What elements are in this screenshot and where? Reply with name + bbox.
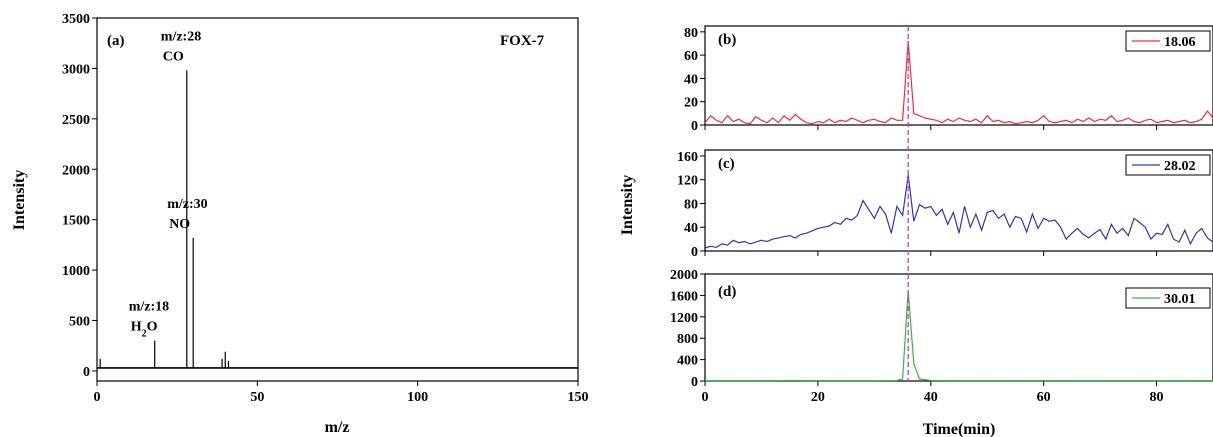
panel-a-ytick-label: 1500 <box>62 214 90 229</box>
panel-d-ytick-label: 1600 <box>670 289 698 304</box>
panel-d-x-ticks: 0 20 40 60 80 <box>702 381 1164 405</box>
panel-a-annotation-mz: m/z:30 <box>167 197 207 212</box>
panel-b-line <box>704 41 1213 125</box>
panel-d-ytick-label: 0 <box>691 375 698 390</box>
panel-d-series <box>704 290 1213 382</box>
panel-d-xtick-label: 60 <box>1037 390 1051 405</box>
panel-a-y-ticks: 0 500 1000 1500 2000 2500 3000 3500 <box>62 12 97 380</box>
panel-d-ytick-label: 1200 <box>670 311 698 326</box>
panel-d-xtick-label: 80 <box>1150 390 1164 405</box>
panel-a-ytick-label: 2000 <box>62 163 90 178</box>
panel-b-ytick-label: 60 <box>684 49 698 64</box>
panel-a-annotation-species: H2O <box>131 320 158 340</box>
panel-c-x-ticks <box>704 251 1158 256</box>
panel-a-annotation-mz: m/z:28 <box>161 29 201 44</box>
panel-a-xtick-label: 150 <box>568 390 589 405</box>
panel-d-legend-text: 30.01 <box>1164 292 1196 307</box>
panel-a-annotation-mz: m/z:18 <box>129 300 169 315</box>
panel-d-ytick-label: 400 <box>677 354 698 369</box>
panel-d-label: (d) <box>718 284 736 300</box>
panel-a-annotation-species: CO <box>163 49 184 64</box>
panel-c-frame <box>704 149 1213 252</box>
panel-d-ytick-label: 2000 <box>670 268 698 283</box>
panel-b-legend: 18.06 <box>1125 30 1211 52</box>
panel-d-x-label: Time(min) <box>923 421 996 437</box>
panel-d-ytick-label: 800 <box>677 332 698 347</box>
panel-b-label: (b) <box>718 32 736 48</box>
panel-c-ytick-label: 80 <box>684 197 698 212</box>
panel-a-x-label: m/z <box>325 419 350 436</box>
panel-a: 0 500 1000 1500 2000 2500 3000 3500 0 50 100 150 (… <box>11 12 589 436</box>
panel-a-xtick-label: 0 <box>94 390 101 405</box>
panel-b-y-ticks: 0 20 40 60 80 <box>684 26 705 134</box>
right-y-label: Intensity <box>619 175 636 235</box>
panel-a-xtick-label: 100 <box>407 390 428 405</box>
panel-a-annotations: m/z:18 H2O m/z:28 CO m/z:30 NO <box>129 29 208 339</box>
panel-c-legend: 28.02 <box>1125 154 1211 176</box>
panel-c-ytick-label: 120 <box>677 174 698 189</box>
panel-a-frame <box>96 17 579 382</box>
panel-d-xtick-label: 20 <box>811 390 825 405</box>
panel-d-xtick-label: 40 <box>924 390 938 405</box>
panel-c-ytick-label: 160 <box>677 150 698 165</box>
panel-d-xtick-label: 0 <box>702 390 709 405</box>
panel-a-xtick-label: 50 <box>250 390 264 405</box>
panel-d-legend: 30.01 <box>1125 287 1211 309</box>
panel-b: 0 20 40 60 80 (b) 18.06 <box>684 25 1213 134</box>
panel-c-line <box>704 174 1213 249</box>
panel-b-x-ticks <box>704 125 1158 130</box>
panel-c: 0 40 80 120 160 (c) 28.02 <box>677 149 1213 260</box>
panel-a-ytick-label: 500 <box>69 315 90 330</box>
panel-a-label: (a) <box>107 33 125 49</box>
panel-a-spectrum <box>97 70 578 369</box>
panel-a-ytick-label: 0 <box>83 365 90 380</box>
panel-a-title: FOX-7 <box>500 33 545 49</box>
panel-c-ytick-label: 0 <box>691 245 698 260</box>
panel-d-y-ticks: 0 400 800 1200 1600 2000 <box>670 268 705 390</box>
panel-b-ytick-label: 80 <box>684 26 698 41</box>
panel-b-ytick-label: 40 <box>684 72 698 87</box>
panel-c-ytick-label: 40 <box>684 221 698 236</box>
panel-d-line <box>704 290 1213 382</box>
panel-a-annotation-species: NO <box>169 217 190 232</box>
panel-b-ytick-label: 20 <box>684 96 698 111</box>
panel-a-x-ticks: 0 50 100 150 <box>94 381 589 405</box>
panel-a-ytick-label: 1000 <box>62 264 90 279</box>
panel-b-frame <box>704 25 1213 126</box>
panel-b-series <box>704 41 1213 125</box>
panel-c-y-ticks: 0 40 80 120 160 <box>677 150 705 260</box>
panel-b-ytick-label: 0 <box>691 119 698 134</box>
panel-a-ytick-label: 2500 <box>62 113 90 128</box>
panel-b-legend-text: 18.06 <box>1164 35 1196 50</box>
panel-c-label: (c) <box>718 156 735 172</box>
panel-a-y-label: Intensity <box>11 170 28 230</box>
panel-a-ytick-label: 3500 <box>62 12 90 27</box>
panel-a-ytick-label: 3000 <box>62 62 90 77</box>
panel-c-series <box>704 174 1213 249</box>
panel-c-legend-text: 28.02 <box>1164 159 1196 174</box>
